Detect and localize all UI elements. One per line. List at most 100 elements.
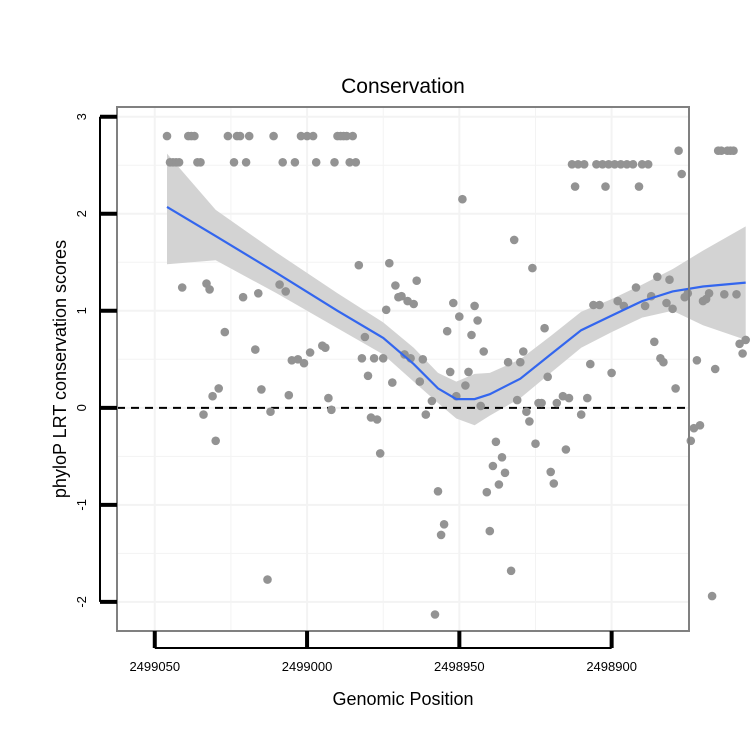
data-point <box>500 468 510 478</box>
data-point <box>205 285 214 294</box>
y-tick-label: -1 <box>74 499 89 511</box>
data-point <box>589 300 598 310</box>
data-point <box>528 263 537 273</box>
data-point <box>561 445 571 454</box>
data-point <box>430 610 440 619</box>
y-axis: -2 -1 0 1 2 3 <box>74 113 117 608</box>
data-point <box>211 436 220 446</box>
data-point <box>305 348 315 357</box>
data-point <box>570 182 580 191</box>
data-point <box>311 158 321 167</box>
data-point <box>470 301 479 311</box>
data-point <box>717 146 726 155</box>
smooth-fit-line <box>166 205 746 401</box>
data-point <box>400 350 409 359</box>
data-point <box>244 131 254 141</box>
data-point <box>543 372 552 382</box>
data-point <box>321 343 330 353</box>
data-point <box>598 160 607 169</box>
data-point <box>354 260 364 270</box>
data-point <box>299 358 309 368</box>
data-point <box>220 327 230 337</box>
x-tick-label: 2498950 <box>434 659 485 674</box>
data-point <box>467 330 476 340</box>
data-point <box>628 160 638 169</box>
data-point <box>449 298 458 308</box>
data-point <box>692 356 702 365</box>
data-point <box>177 283 187 292</box>
data-point <box>275 280 284 289</box>
data-point <box>695 421 705 430</box>
data-point <box>397 291 406 301</box>
data-point <box>308 131 318 141</box>
data-point <box>415 377 425 386</box>
data-point <box>439 520 449 529</box>
data-point <box>381 305 391 315</box>
data-point <box>324 393 333 403</box>
data-point <box>162 131 172 141</box>
data-point <box>677 169 686 179</box>
data-point <box>357 354 367 363</box>
x-tick-label: 2499050 <box>129 659 180 674</box>
data-point <box>607 368 616 378</box>
data-point <box>595 300 604 310</box>
plot-frame <box>116 106 690 632</box>
data-point <box>579 160 589 169</box>
y-axis-label: phyloP LRT conservation scores <box>50 240 70 498</box>
data-point <box>223 131 233 141</box>
data-point <box>229 158 239 167</box>
data-point <box>512 395 522 405</box>
data-point <box>257 385 266 394</box>
data-point <box>290 158 300 167</box>
data-point <box>278 158 288 167</box>
data-point <box>531 439 540 449</box>
data-point <box>525 417 534 426</box>
x-tick-label: 2499000 <box>282 659 333 674</box>
data-point <box>479 347 489 356</box>
data-point <box>360 332 370 342</box>
data-point <box>464 367 473 377</box>
data-point <box>503 357 513 367</box>
data-point <box>391 281 400 290</box>
data-point <box>378 354 388 363</box>
data-point <box>253 289 263 298</box>
data-point <box>704 289 714 298</box>
data-point <box>455 312 464 321</box>
data-point <box>190 131 199 141</box>
data-point <box>674 146 683 155</box>
data-point <box>345 158 355 167</box>
data-point <box>442 326 452 336</box>
data-point <box>409 299 419 309</box>
data-point <box>616 160 626 169</box>
data-point <box>653 272 662 282</box>
data-point <box>281 287 291 296</box>
data-point <box>488 461 498 471</box>
data-point <box>327 405 336 415</box>
data-points-layer <box>162 131 750 619</box>
data-point <box>586 359 595 369</box>
data-point <box>601 182 610 191</box>
data-point <box>720 290 729 299</box>
data-point <box>671 384 680 393</box>
data-point <box>485 526 495 536</box>
data-point <box>263 575 272 584</box>
data-point <box>522 407 531 417</box>
data-point <box>482 487 492 497</box>
data-point <box>208 391 217 401</box>
data-point <box>427 396 437 406</box>
data-point <box>668 304 677 314</box>
x-axis: 2499050 2499000 2498950 2498900 <box>129 631 637 674</box>
data-point <box>421 410 431 419</box>
y-tick-label: 3 <box>74 113 89 120</box>
y-tick-label: 0 <box>74 404 89 411</box>
data-point <box>473 316 482 325</box>
data-point <box>436 530 446 540</box>
data-point <box>707 591 717 601</box>
y-tick-label: -2 <box>74 596 89 608</box>
data-point <box>643 160 653 169</box>
data-point <box>546 467 555 477</box>
data-point <box>583 393 592 403</box>
data-point <box>251 345 260 354</box>
data-point <box>610 160 619 169</box>
